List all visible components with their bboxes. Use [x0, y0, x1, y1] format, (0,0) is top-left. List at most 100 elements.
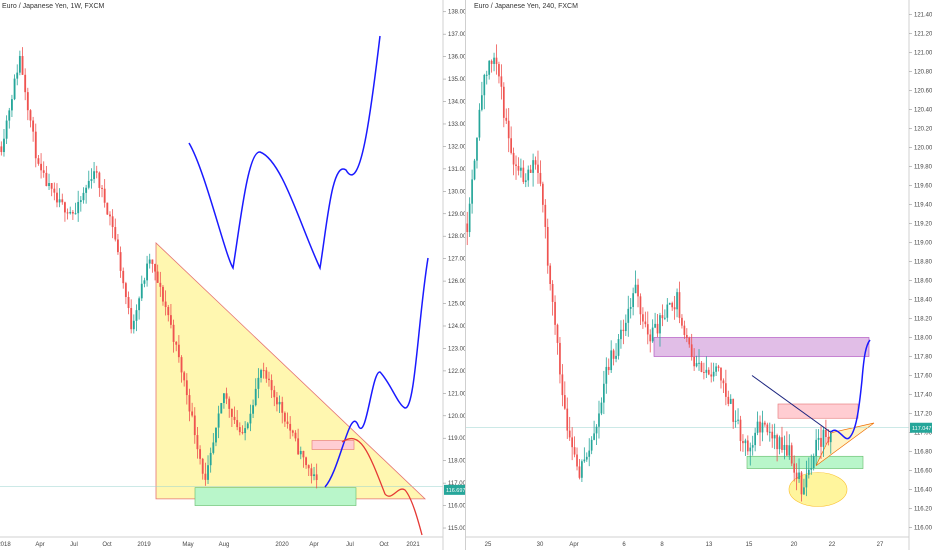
candle-body: [751, 445, 754, 448]
right-chart-canvas[interactable]: 121.400 121.200 121.000 120.800 120.600 120.4…: [466, 0, 932, 550]
candle-body: [776, 435, 778, 450]
candle-body: [512, 152, 515, 165]
candle-body: [135, 310, 138, 321]
candle-body: [578, 466, 581, 478]
y-tick-label: 121.000: [914, 51, 932, 57]
candle-body: [177, 344, 180, 358]
y-tick-label: 120.400: [914, 108, 932, 114]
candle-body: [74, 213, 77, 215]
x-tick-label: 2021: [406, 542, 420, 548]
candle-body: [507, 120, 510, 139]
candle-body: [768, 431, 771, 433]
candle-body: [476, 137, 478, 161]
candle-body: [827, 437, 830, 443]
candle-body: [220, 403, 223, 414]
candle-body: [283, 412, 286, 422]
y-tick-label: 119.000: [448, 436, 466, 442]
candle-body: [63, 202, 66, 213]
candle-body: [111, 216, 114, 228]
candle-body: [159, 282, 162, 287]
candle-body: [654, 323, 656, 328]
candle-body: [793, 463, 796, 473]
candle-body: [722, 380, 725, 384]
projection-path-lower: [324, 257, 429, 488]
y-tick-label: 120.000: [448, 414, 466, 420]
candle-body: [666, 304, 669, 318]
candle-body: [637, 284, 639, 297]
candle-body: [275, 397, 278, 405]
candle-body: [607, 366, 610, 371]
candle-body: [673, 307, 676, 310]
x-tick-label: 22: [829, 542, 836, 548]
y-tick-label: 120.000: [914, 146, 932, 152]
y-tick-label: 117.800: [914, 355, 932, 361]
candle-body: [734, 420, 737, 422]
candle-body: [260, 370, 262, 378]
candle-body: [620, 329, 622, 340]
candle-body: [529, 169, 532, 173]
candle-body: [581, 461, 583, 478]
candle-body: [95, 171, 98, 173]
candle-body: [87, 180, 90, 188]
candle-body: [810, 467, 813, 470]
candle-body: [21, 56, 24, 75]
y-tick-label: 117.000: [448, 481, 466, 487]
y-tick-label: 118.200: [914, 317, 932, 323]
candle-body: [172, 324, 175, 342]
right-chart-panel[interactable]: 121.400 121.200 121.000 120.800 120.600 120.4…: [466, 0, 932, 550]
y-tick-label: 133.000: [448, 122, 466, 128]
x-tick-label: Jul: [346, 542, 354, 548]
candle-body: [546, 226, 549, 266]
candle-body: [588, 450, 591, 457]
candle-body: [539, 172, 542, 184]
candle-body: [693, 357, 695, 367]
candle-body: [632, 293, 634, 307]
candle-body: [228, 398, 231, 409]
candle-body: [493, 57, 495, 64]
candle-body: [217, 413, 220, 428]
candle-body: [783, 444, 786, 450]
x-tick-label: 27: [877, 542, 884, 548]
candle-body: [37, 158, 40, 164]
x-tick-label: Apr: [309, 542, 318, 548]
candle-body: [58, 199, 61, 203]
left-chart-panel[interactable]: 138.000 137.000 136.000 135.000 134.000 133.0…: [0, 0, 466, 550]
candle-body: [598, 413, 600, 427]
candle-body: [45, 172, 48, 187]
candle-body: [238, 427, 241, 433]
candle-body: [169, 315, 172, 325]
y-tick-label: 120.200: [914, 127, 932, 133]
candle-body: [805, 474, 808, 488]
candle-body: [48, 183, 50, 187]
candle-body: [281, 401, 284, 413]
left-chart-canvas[interactable]: 138.000 137.000 136.000 135.000 134.000 133.0…: [0, 0, 466, 550]
x-tick-label: Oct: [102, 542, 112, 548]
candle-body: [299, 450, 302, 455]
candle-body: [764, 422, 766, 425]
y-tick-label: 135.000: [448, 77, 466, 83]
candle-body: [766, 424, 769, 433]
candle-body: [712, 371, 715, 377]
candle-body: [651, 327, 654, 342]
candle-body: [490, 60, 493, 64]
candle-body: [53, 188, 56, 193]
candle-body: [257, 377, 260, 389]
y-tick-label: 116.400: [914, 488, 932, 494]
candle-body: [642, 314, 644, 322]
x-tick-label: 8: [660, 542, 664, 548]
candle-body: [817, 437, 820, 440]
candle-body: [502, 86, 505, 118]
x-tick-label: Jul: [70, 542, 78, 548]
y-tick-label: 125.000: [448, 302, 466, 308]
candle-body: [252, 405, 255, 414]
candle-body: [727, 396, 730, 404]
candle-body: [803, 487, 805, 495]
candle-body: [571, 437, 573, 448]
candle-body: [664, 317, 666, 319]
projection-path-upper: [188, 35, 381, 271]
candle-body: [148, 259, 151, 264]
candle-body: [262, 370, 265, 372]
candle-body: [683, 325, 686, 335]
y-tick-label: 119.600: [914, 184, 932, 190]
candle-body: [180, 357, 183, 373]
